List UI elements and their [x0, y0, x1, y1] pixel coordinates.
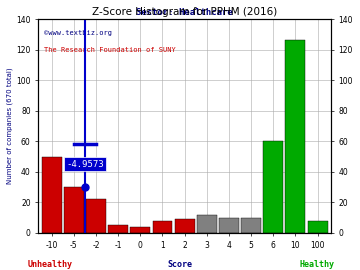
Bar: [64, 187, 84, 233]
Text: Score: Score: [167, 260, 193, 269]
Bar: [241, 218, 261, 233]
Bar: [108, 225, 128, 233]
Bar: [263, 141, 283, 233]
Bar: [219, 218, 239, 233]
Bar: [86, 199, 106, 233]
Bar: [175, 219, 195, 233]
Text: Unhealthy: Unhealthy: [28, 260, 73, 269]
Bar: [130, 227, 150, 233]
Text: The Research Foundation of SUNY: The Research Foundation of SUNY: [44, 47, 176, 53]
Bar: [308, 221, 328, 233]
Bar: [285, 40, 305, 233]
Bar: [197, 215, 217, 233]
Bar: [153, 221, 172, 233]
Text: Sector: Healthcare: Sector: Healthcare: [136, 8, 233, 17]
Title: Z-Score Histogram for PPHM (2016): Z-Score Histogram for PPHM (2016): [92, 7, 277, 17]
Text: -4.9573: -4.9573: [66, 160, 104, 169]
Y-axis label: Number of companies (670 total): Number of companies (670 total): [7, 68, 13, 184]
Text: ©www.textbiz.org: ©www.textbiz.org: [44, 30, 112, 36]
Text: Healthy: Healthy: [299, 260, 334, 269]
Bar: [42, 157, 62, 233]
